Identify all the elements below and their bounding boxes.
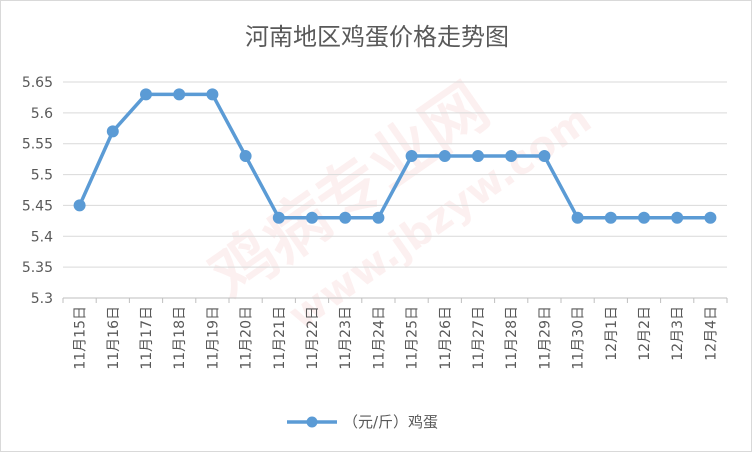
data-point [73,199,86,212]
data-point [405,150,418,163]
data-point [306,211,318,224]
axes: 5.3 5.35 5.4 5.45 5.5 5.55 5.6 5.65 11月15日 11月16日… [22,75,728,370]
data-point [571,211,584,224]
legend-marker [306,416,318,428]
x-tick-label: 11月27日 [471,306,487,370]
x-tick-label: 11月20日 [239,306,255,370]
x-tick-label: 11月25日 [405,306,421,370]
y-tick-label: 5.6 [31,106,53,122]
x-tick-label: 11月24日 [371,306,387,370]
x-tick-label: 12月3日 [670,306,686,361]
x-tick-label: 11月19日 [205,306,221,370]
x-tick-label: 12月1日 [604,306,620,361]
y-tick-label: 5.65 [22,75,53,91]
data-point [438,150,451,163]
data-point [106,125,119,138]
data-point [239,150,252,163]
gridlines [63,81,727,268]
x-tick-label: 11月17日 [139,306,155,370]
x-tick-label: 11月30日 [571,306,587,370]
legend: （元/斤）鸡蛋 [287,413,438,431]
x-tick-label: 11月28日 [504,306,520,370]
x-tick-label: 11月16日 [106,306,122,370]
data-point [173,88,186,101]
data-point [704,211,717,224]
data-point [604,211,617,224]
data-point [538,150,551,163]
x-tick-label: 11月26日 [438,306,454,370]
y-tick-label: 5.35 [22,260,53,276]
y-tick-label: 5.4 [31,229,53,245]
y-tick-label: 5.55 [22,137,53,153]
x-tick-label: 12月2日 [637,306,653,361]
data-point [505,150,518,163]
data-point [671,211,684,224]
legend-label: （元/斤）鸡蛋 [343,413,438,431]
chart-title: 河南地区鸡蛋价格走势图 [245,23,509,51]
series-line [73,88,717,224]
y-tick-label: 5.3 [31,291,53,307]
data-point [272,211,285,224]
y-tick-label: 5.5 [31,168,53,184]
data-point [472,150,484,163]
data-point [140,88,152,101]
x-tick-label: 11月15日 [73,306,89,370]
x-tick-label: 11月18日 [172,306,188,370]
x-tick-label: 11月22日 [305,306,321,370]
data-point [339,211,352,224]
x-tick-label: 11月29日 [537,306,553,370]
y-tick-label: 5.45 [22,198,53,214]
x-tick-label: 11月23日 [338,306,354,370]
data-point [206,88,219,101]
data-point [372,211,385,224]
x-tick-label: 11月21日 [272,306,288,370]
data-point [638,211,650,224]
x-tick-label: 12月4日 [703,306,719,361]
